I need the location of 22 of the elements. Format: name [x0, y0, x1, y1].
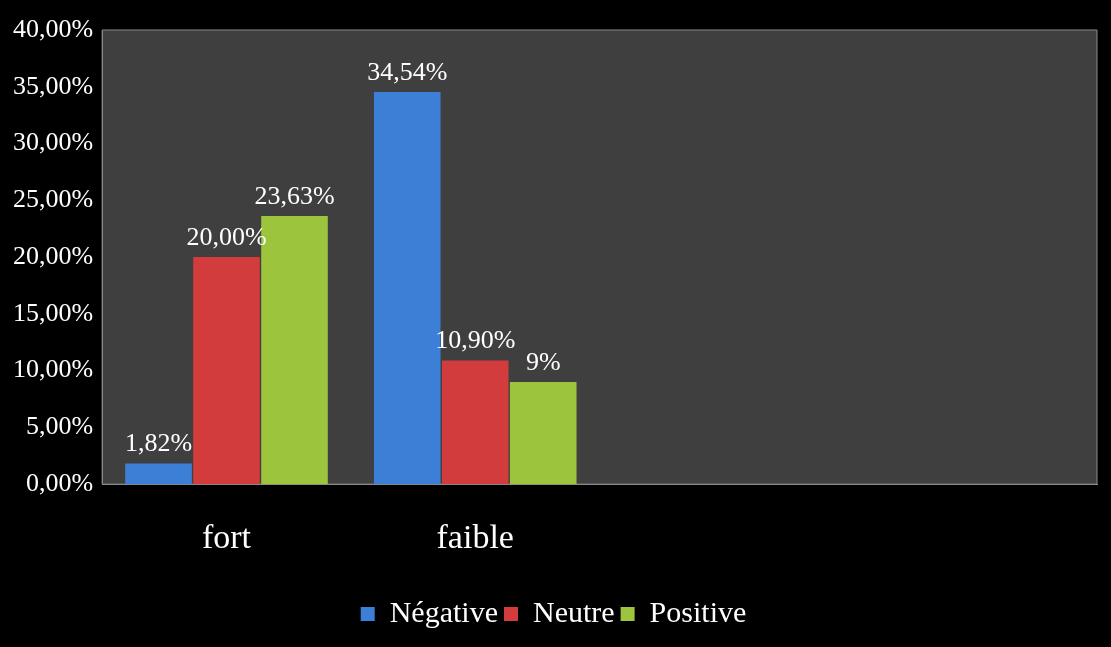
data-label: 9% — [525, 346, 561, 376]
bar — [509, 382, 577, 485]
y-tick-label: 25,00% — [12, 184, 94, 214]
y-tick-label: 15,00% — [12, 297, 94, 327]
data-label: 23,63% — [254, 180, 335, 210]
y-tick-label: 20,00% — [12, 240, 94, 270]
y-tick-label: 10,00% — [12, 354, 94, 384]
bar — [441, 360, 509, 485]
data-label: 34,54% — [367, 56, 448, 86]
data-label: 1,82% — [124, 428, 193, 458]
y-tick-label: 0,00% — [25, 468, 94, 498]
y-tick-label: 5,00% — [25, 411, 94, 441]
y-tick-label: 40,00% — [12, 13, 94, 43]
legend-label: Positive — [649, 594, 747, 628]
x-tick-label: fort — [201, 517, 252, 555]
bar — [125, 463, 192, 485]
legend-label: Neutre — [532, 594, 615, 628]
x-tick-label: faible — [436, 517, 514, 555]
y-tick-label: 35,00% — [12, 70, 94, 100]
bar — [193, 257, 260, 485]
legend-label: Négative — [389, 594, 498, 628]
y-tick-label: 30,00% — [12, 127, 94, 157]
